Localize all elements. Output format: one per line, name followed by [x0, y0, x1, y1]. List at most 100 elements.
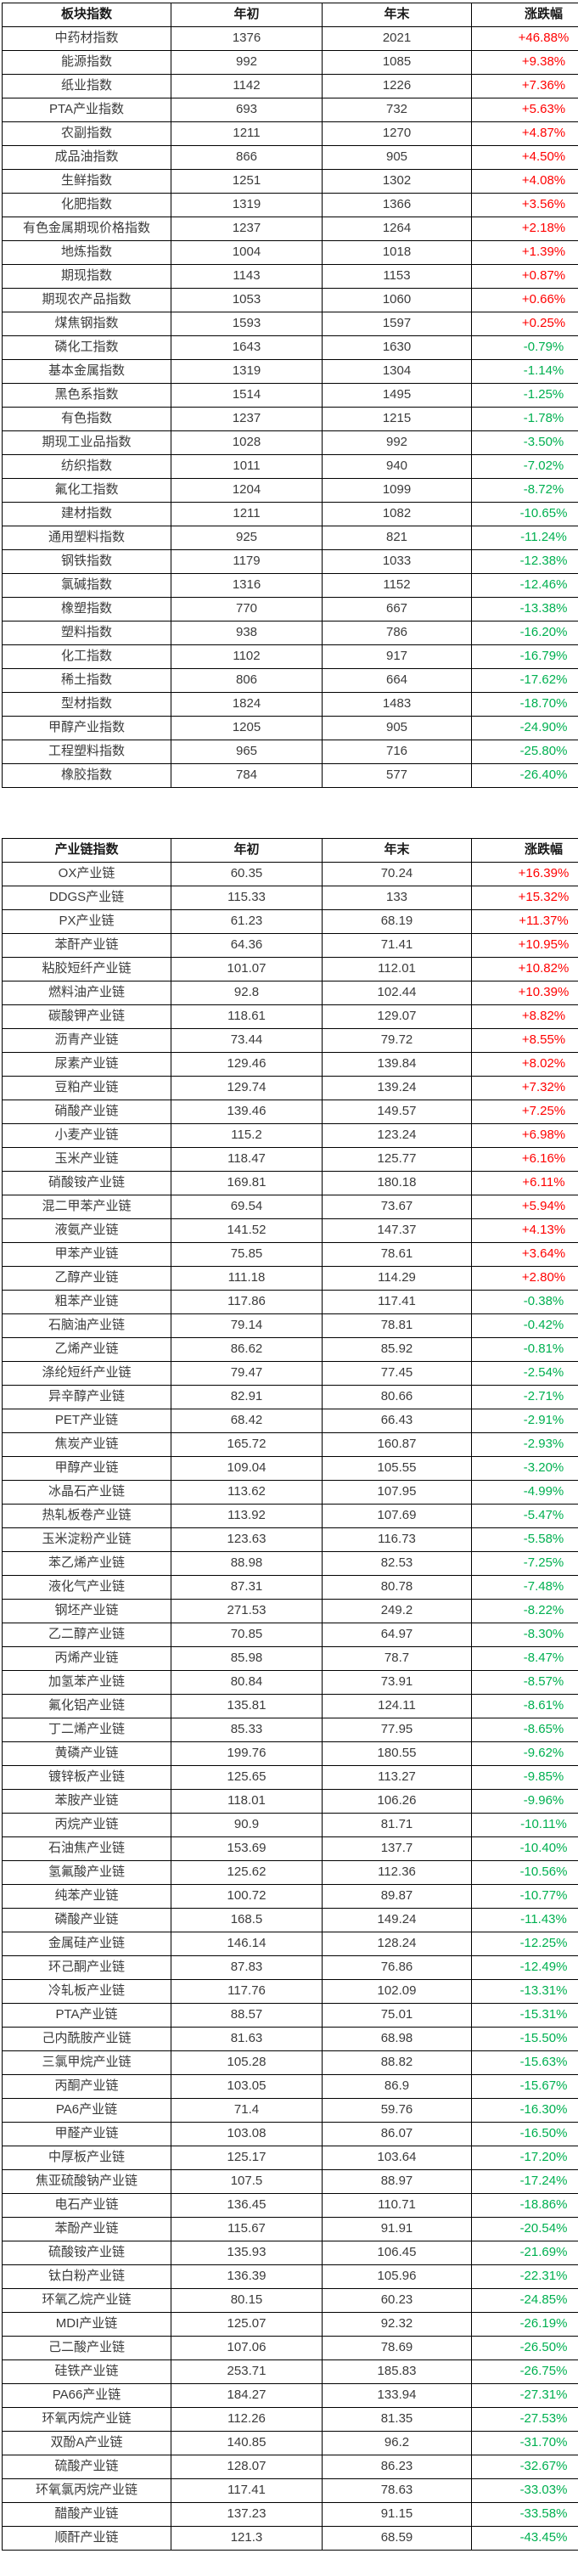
year-end-cell: 116.73	[322, 1527, 472, 1552]
table-row: 硝酸铵产业链 169.81 180.18 +6.11%	[2, 1171, 578, 1195]
year-start-cell: 165.72	[171, 1432, 323, 1457]
year-end-cell: 185.83	[322, 2359, 472, 2384]
year-end-cell: 78.61	[322, 1242, 472, 1267]
header-row: 产业链指数 年初 年末 涨跌幅	[2, 838, 578, 863]
industry-chain-index-table: 产业链指数 年初 年末 涨跌幅 OX产业链 60.35 70.24 +16.39% DDGS产…	[2, 838, 578, 2551]
table-row: 有色金属期现价格指数 1237 1264 +2.18%	[2, 217, 578, 241]
table-row: OX产业链 60.35 70.24 +16.39%	[2, 862, 578, 886]
index-name-cell: 工程塑料指数	[2, 740, 171, 764]
year-start-cell: 117.86	[171, 1290, 323, 1314]
index-name-cell: 通用塑料指数	[2, 526, 171, 550]
year-end-cell: 1018	[322, 240, 472, 265]
table-row: 煤焦钢指数 1593 1597 +0.25%	[2, 312, 578, 336]
year-start-cell: 1053	[171, 288, 323, 312]
year-start-cell: 135.93	[171, 2241, 323, 2265]
index-name-cell: PTA产业指数	[2, 98, 171, 122]
change-cell: +7.25%	[471, 1100, 578, 1124]
table-row: 石脑油产业链 79.14 78.81 -0.42%	[2, 1313, 578, 1338]
table-row: 磷酸产业链 168.5 149.24 -11.43%	[2, 1908, 578, 1932]
index-name-cell: 能源指数	[2, 50, 171, 75]
change-cell: -3.20%	[471, 1456, 578, 1481]
year-end-cell: 88.97	[322, 2169, 472, 2194]
year-start-cell: 784	[171, 763, 323, 788]
change-cell: -15.63%	[471, 2050, 578, 2075]
table-row: PX产业链 61.23 68.19 +11.37%	[2, 909, 578, 934]
year-end-cell: 79.72	[322, 1028, 472, 1053]
change-cell: -22.31%	[471, 2264, 578, 2289]
change-cell: -33.03%	[471, 2478, 578, 2503]
change-cell: -27.31%	[471, 2383, 578, 2408]
year-end-cell: 1099	[322, 478, 472, 503]
table-row: 有色指数 1237 1215 -1.78%	[2, 407, 578, 431]
year-end-cell: 1226	[322, 74, 472, 98]
index-name-cell: 纺织指数	[2, 454, 171, 479]
table-row: 氟化工指数 1204 1099 -8.72%	[2, 478, 578, 503]
year-end-cell: 59.76	[322, 2098, 472, 2123]
year-start-cell: 1237	[171, 407, 323, 431]
table-row: MDI产业链 125.07 92.32 -26.19%	[2, 2312, 578, 2337]
change-cell: -24.85%	[471, 2288, 578, 2313]
table-row: 己二酸产业链 107.06 78.69 -26.50%	[2, 2336, 578, 2360]
change-cell: +5.63%	[471, 98, 578, 122]
change-cell: -8.61%	[471, 1694, 578, 1718]
index-name-cell: 硫酸铵产业链	[2, 2241, 171, 2265]
index-name-cell: 乙二醇产业链	[2, 1623, 171, 1647]
year-end-cell: 103.64	[322, 2146, 472, 2170]
year-end-cell: 149.24	[322, 1908, 472, 1932]
index-name-cell: 环氧氯丙烷产业链	[2, 2478, 171, 2503]
year-start-cell: 64.36	[171, 933, 323, 958]
year-start-cell: 118.47	[171, 1147, 323, 1172]
change-cell: -2.71%	[471, 1385, 578, 1409]
table-row: 基本金属指数 1319 1304 -1.14%	[2, 359, 578, 384]
year-end-cell: 68.98	[322, 2027, 472, 2051]
year-start-cell: 85.33	[171, 1718, 323, 1742]
year-start-cell: 90.9	[171, 1813, 323, 1837]
table-row: 中厚板产业链 125.17 103.64 -17.20%	[2, 2146, 578, 2170]
year-start-cell: 1319	[171, 359, 323, 384]
year-end-cell: 117.41	[322, 1290, 472, 1314]
year-start-cell: 1824	[171, 692, 323, 717]
index-name-cell: 丁二烯产业链	[2, 1718, 171, 1742]
table-row: 异辛醇产业链 82.91 80.66 -2.71%	[2, 1385, 578, 1409]
year-start-cell: 253.71	[171, 2359, 323, 2384]
table-row: 玉米产业链 118.47 125.77 +6.16%	[2, 1147, 578, 1172]
column-header: 板块指数	[2, 3, 171, 27]
change-cell: +6.98%	[471, 1123, 578, 1148]
index-name-cell: 甲醇产业链	[2, 1456, 171, 1481]
year-start-cell: 140.85	[171, 2431, 323, 2455]
year-end-cell: 667	[322, 597, 472, 622]
year-end-cell: 1366	[322, 193, 472, 217]
year-end-cell: 114.29	[322, 1266, 472, 1291]
year-start-cell: 146.14	[171, 1932, 323, 1956]
table-row: 丙烷产业链 90.9 81.71 -10.11%	[2, 1813, 578, 1837]
year-end-cell: 732	[322, 98, 472, 122]
change-cell: -2.91%	[471, 1409, 578, 1433]
year-start-cell: 965	[171, 740, 323, 764]
year-start-cell: 169.81	[171, 1171, 323, 1195]
change-cell: -3.50%	[471, 430, 578, 455]
year-end-cell: 113.27	[322, 1765, 472, 1790]
index-name-cell: 氟化工指数	[2, 478, 171, 503]
year-start-cell: 1211	[171, 121, 323, 146]
year-start-cell: 73.44	[171, 1028, 323, 1053]
index-name-cell: 环己酮产业链	[2, 1955, 171, 1980]
change-cell: -12.46%	[471, 573, 578, 598]
year-start-cell: 139.46	[171, 1100, 323, 1124]
year-end-cell: 75.01	[322, 2003, 472, 2028]
change-cell: +11.37%	[471, 909, 578, 934]
year-start-cell: 113.92	[171, 1504, 323, 1528]
year-start-cell: 1316	[171, 573, 323, 598]
index-name-cell: 环氧乙烷产业链	[2, 2288, 171, 2313]
year-start-cell: 1514	[171, 383, 323, 408]
change-cell: -2.93%	[471, 1432, 578, 1457]
table-row: 粘胶短纤产业链 101.07 112.01 +10.82%	[2, 957, 578, 981]
year-start-cell: 1102	[171, 644, 323, 669]
index-name-cell: 尿素产业链	[2, 1052, 171, 1077]
index-name-cell: 甲醇产业指数	[2, 716, 171, 740]
table-row: 环氧丙烷产业链 112.26 81.35 -27.53%	[2, 2407, 578, 2432]
header-row: 板块指数 年初 年末 涨跌幅	[2, 3, 578, 27]
index-name-cell: 甲苯产业链	[2, 1242, 171, 1267]
table-row: 氢氟酸产业链 125.62 112.36 -10.56%	[2, 1860, 578, 1885]
table-row: 小麦产业链 115.2 123.24 +6.98%	[2, 1123, 578, 1148]
index-name-cell: 石脑油产业链	[2, 1313, 171, 1338]
